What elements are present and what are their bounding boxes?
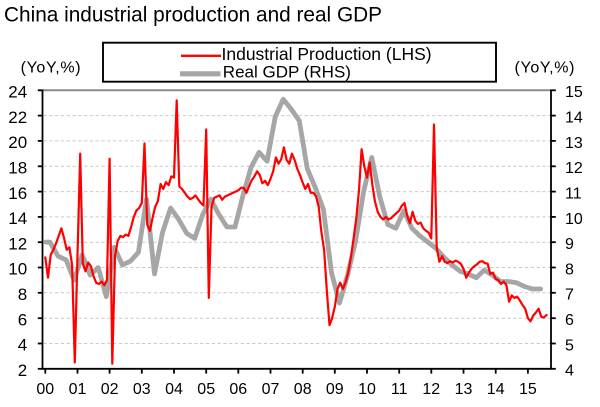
svg-text:04: 04 bbox=[165, 381, 183, 398]
svg-text:8: 8 bbox=[18, 285, 27, 304]
svg-text:6: 6 bbox=[18, 310, 27, 329]
svg-text:14: 14 bbox=[8, 209, 27, 228]
svg-text:16: 16 bbox=[8, 184, 27, 203]
svg-text:10: 10 bbox=[358, 381, 376, 398]
svg-text:08: 08 bbox=[294, 381, 312, 398]
svg-text:(YoY,%): (YoY,%) bbox=[515, 60, 576, 77]
svg-text:14: 14 bbox=[565, 110, 583, 127]
svg-text:4: 4 bbox=[565, 363, 574, 380]
svg-text:11: 11 bbox=[565, 186, 582, 203]
svg-text:03: 03 bbox=[133, 381, 151, 398]
svg-text:2: 2 bbox=[18, 361, 27, 380]
svg-text:10: 10 bbox=[8, 260, 27, 279]
svg-text:9: 9 bbox=[565, 236, 574, 253]
svg-text:4: 4 bbox=[18, 336, 27, 355]
svg-text:13: 13 bbox=[565, 135, 583, 152]
svg-text:09: 09 bbox=[326, 381, 344, 398]
svg-text:8: 8 bbox=[565, 261, 574, 278]
svg-text:05: 05 bbox=[197, 381, 215, 398]
svg-text:01: 01 bbox=[69, 381, 87, 398]
svg-text:11: 11 bbox=[391, 381, 408, 398]
svg-text:06: 06 bbox=[229, 381, 247, 398]
svg-text:02: 02 bbox=[101, 381, 119, 398]
svg-text:Real GDP (RHS): Real GDP (RHS) bbox=[223, 62, 351, 81]
svg-text:10: 10 bbox=[565, 211, 583, 228]
svg-text:07: 07 bbox=[262, 381, 280, 398]
svg-text:12: 12 bbox=[8, 234, 27, 253]
svg-text:13: 13 bbox=[455, 381, 473, 398]
svg-text:7: 7 bbox=[565, 287, 574, 304]
svg-text:15: 15 bbox=[519, 381, 537, 398]
svg-text:14: 14 bbox=[487, 381, 505, 398]
svg-text:18: 18 bbox=[8, 159, 27, 178]
svg-text:22: 22 bbox=[8, 108, 27, 127]
svg-text:00: 00 bbox=[36, 381, 54, 398]
svg-text:12: 12 bbox=[565, 160, 583, 177]
svg-text:12: 12 bbox=[422, 381, 440, 398]
svg-text:5: 5 bbox=[565, 337, 574, 354]
svg-text:20: 20 bbox=[8, 133, 27, 152]
svg-text:6: 6 bbox=[565, 312, 574, 329]
svg-text:(YoY,%): (YoY,%) bbox=[21, 60, 82, 77]
svg-text:24: 24 bbox=[8, 83, 27, 102]
svg-text:China industrial production an: China industrial production and real GDP bbox=[4, 4, 382, 27]
svg-text:Industrial Production (LHS): Industrial Production (LHS) bbox=[222, 44, 432, 64]
svg-text:15: 15 bbox=[565, 84, 583, 101]
